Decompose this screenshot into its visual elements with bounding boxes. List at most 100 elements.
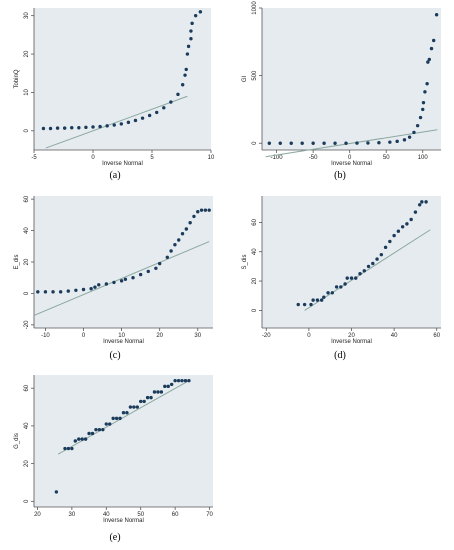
data-point [349,276,354,280]
x-tick-label: 10 [118,333,125,339]
data-point [112,280,116,285]
x-tick-label: 0 [348,155,352,161]
data-point [355,141,359,145]
reference-line [265,129,438,158]
caption-e: (e) [109,532,121,543]
x-axis-label: Inverse Normal [103,518,144,524]
x-tick-label: 30 [69,512,76,518]
x-tick-label: 30 [194,333,201,339]
x-tick-label: -20 [262,333,271,339]
data-point [413,210,418,214]
x-axis-label: Inverse Normal [331,339,372,345]
data-point [139,399,143,404]
x-axis-label: Inverse Normal [331,161,372,167]
data-point [311,141,315,145]
data-point [180,378,184,383]
data-point [169,382,174,387]
data-point [183,378,188,383]
data-point [93,285,97,289]
data-point [63,446,67,451]
data-point [395,139,399,144]
y-tick-label: 60 [252,218,258,225]
data-point [121,411,126,415]
data-point [114,416,119,421]
data-point [142,399,146,404]
data-point [81,287,86,292]
data-point [375,257,379,261]
y-axis-label: GI [242,76,248,83]
data-point [429,46,434,51]
y-tick-label: -20 [24,320,30,329]
data-point [43,290,48,294]
qq-plot-c: -20 0 20 40 60 -10 0 10 20 30 Inverse Normal E_dis [14,195,213,345]
data-point [133,118,138,123]
data-point [97,427,102,432]
data-point [383,245,388,250]
data-point [362,269,366,273]
data-point [190,21,194,26]
caption-d: (d) [334,350,346,361]
data-point [157,261,162,266]
plot-area [262,196,441,328]
data-point [180,83,185,87]
data-point [189,37,193,41]
data-point [354,276,358,280]
data-point [140,116,145,120]
data-point [145,395,150,400]
y-tick-label: 60 [24,384,30,391]
x-axis-label: Inverse Normal [103,339,144,345]
data-point [371,261,375,266]
data-point [51,290,55,294]
y-tick-label: 0 [24,291,30,295]
data-point [180,232,185,236]
data-point [344,141,348,145]
data-point [74,288,78,292]
qq-plot-d: 0 20 40 60 -20 0 20 40 60 Inverse Normal S_dis [242,196,441,345]
data-point [89,287,93,291]
y-tick-label: 20 [24,50,30,57]
x-tick-label: 10 [208,155,215,161]
data-point [418,115,423,120]
data-point [119,122,124,126]
data-point [94,427,98,432]
data-point [289,141,293,145]
data-point [300,141,304,145]
data-point [186,44,191,49]
data-point [434,13,439,17]
data-point [345,276,349,280]
data-point [339,285,343,289]
data-point [309,302,313,307]
data-point [131,276,135,280]
data-point [62,126,67,130]
x-tick-label: -100 [271,155,284,161]
data-point [125,411,129,415]
y-tick-label: 60 [24,195,30,202]
chart-panel-c: -20 0 20 40 60 -10 0 10 20 30 Inverse Normal E_dis [0,188,225,348]
data-point [431,38,436,43]
x-tick-label: -5 [31,155,37,161]
data-point [207,208,211,212]
data-point [203,208,208,212]
data-point [147,113,152,118]
y-tick-label: 30 [24,12,30,19]
data-point [388,140,392,144]
y-tick-label: 20 [24,258,30,265]
data-point [112,123,116,127]
data-point [425,82,429,86]
data-point [119,279,124,283]
x-tick-label: 20 [34,512,41,518]
data-point [97,283,101,287]
y-tick-label: 0 [252,308,258,312]
x-tick-label: 5 [150,155,154,161]
data-point [392,233,396,238]
y-tick-label: 40 [24,227,30,234]
data-point [424,200,428,204]
data-point [388,239,392,244]
data-point [41,126,46,131]
data-point [176,378,181,383]
data-point [146,269,150,274]
y-tick-label: 0 [24,128,30,132]
y-tick-label: 0 [252,141,258,145]
y-tick-label: 40 [252,248,258,255]
data-point [420,200,424,204]
